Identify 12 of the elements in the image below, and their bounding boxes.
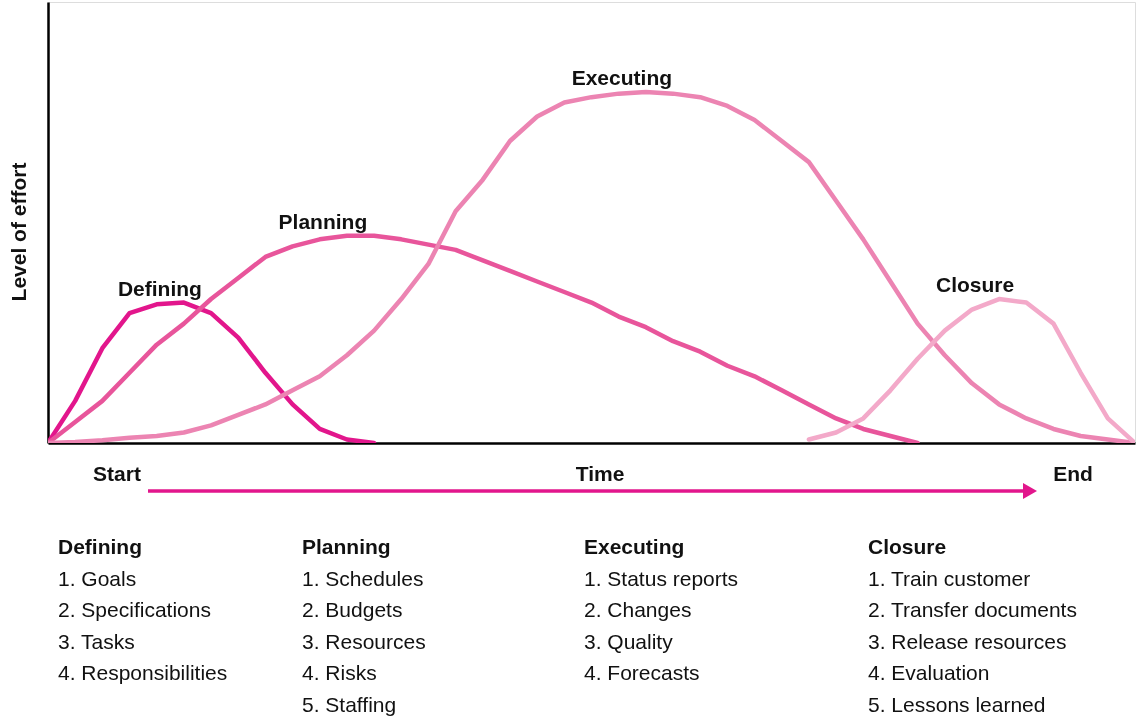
series-label: Planning	[278, 209, 368, 233]
text: Planning 1. Schedules 2. Budgets 3. Resources 4. Risks 5. Staffing	[302, 535, 426, 716]
series-label: Executing	[571, 65, 673, 89]
series-label: Defining	[117, 276, 202, 300]
y-axis-title: Level of effort	[7, 162, 30, 302]
text: Closure 1. Train customer 2. Transfer documents 3. Release resources 4. Evaluation 5. Lessons learned	[868, 535, 1077, 716]
text: Executing 1. Status reports 2. Changes 3. Quality 4. Forecasts	[584, 535, 739, 684]
text: Defining 1. Goals 2. Specifications 3. Tasks 4. Responsibilities	[58, 535, 228, 684]
text: Start	[93, 462, 141, 485]
x-axis-title: Time	[575, 462, 625, 485]
text: End	[1053, 462, 1093, 485]
series-label: Closure	[936, 273, 1015, 297]
